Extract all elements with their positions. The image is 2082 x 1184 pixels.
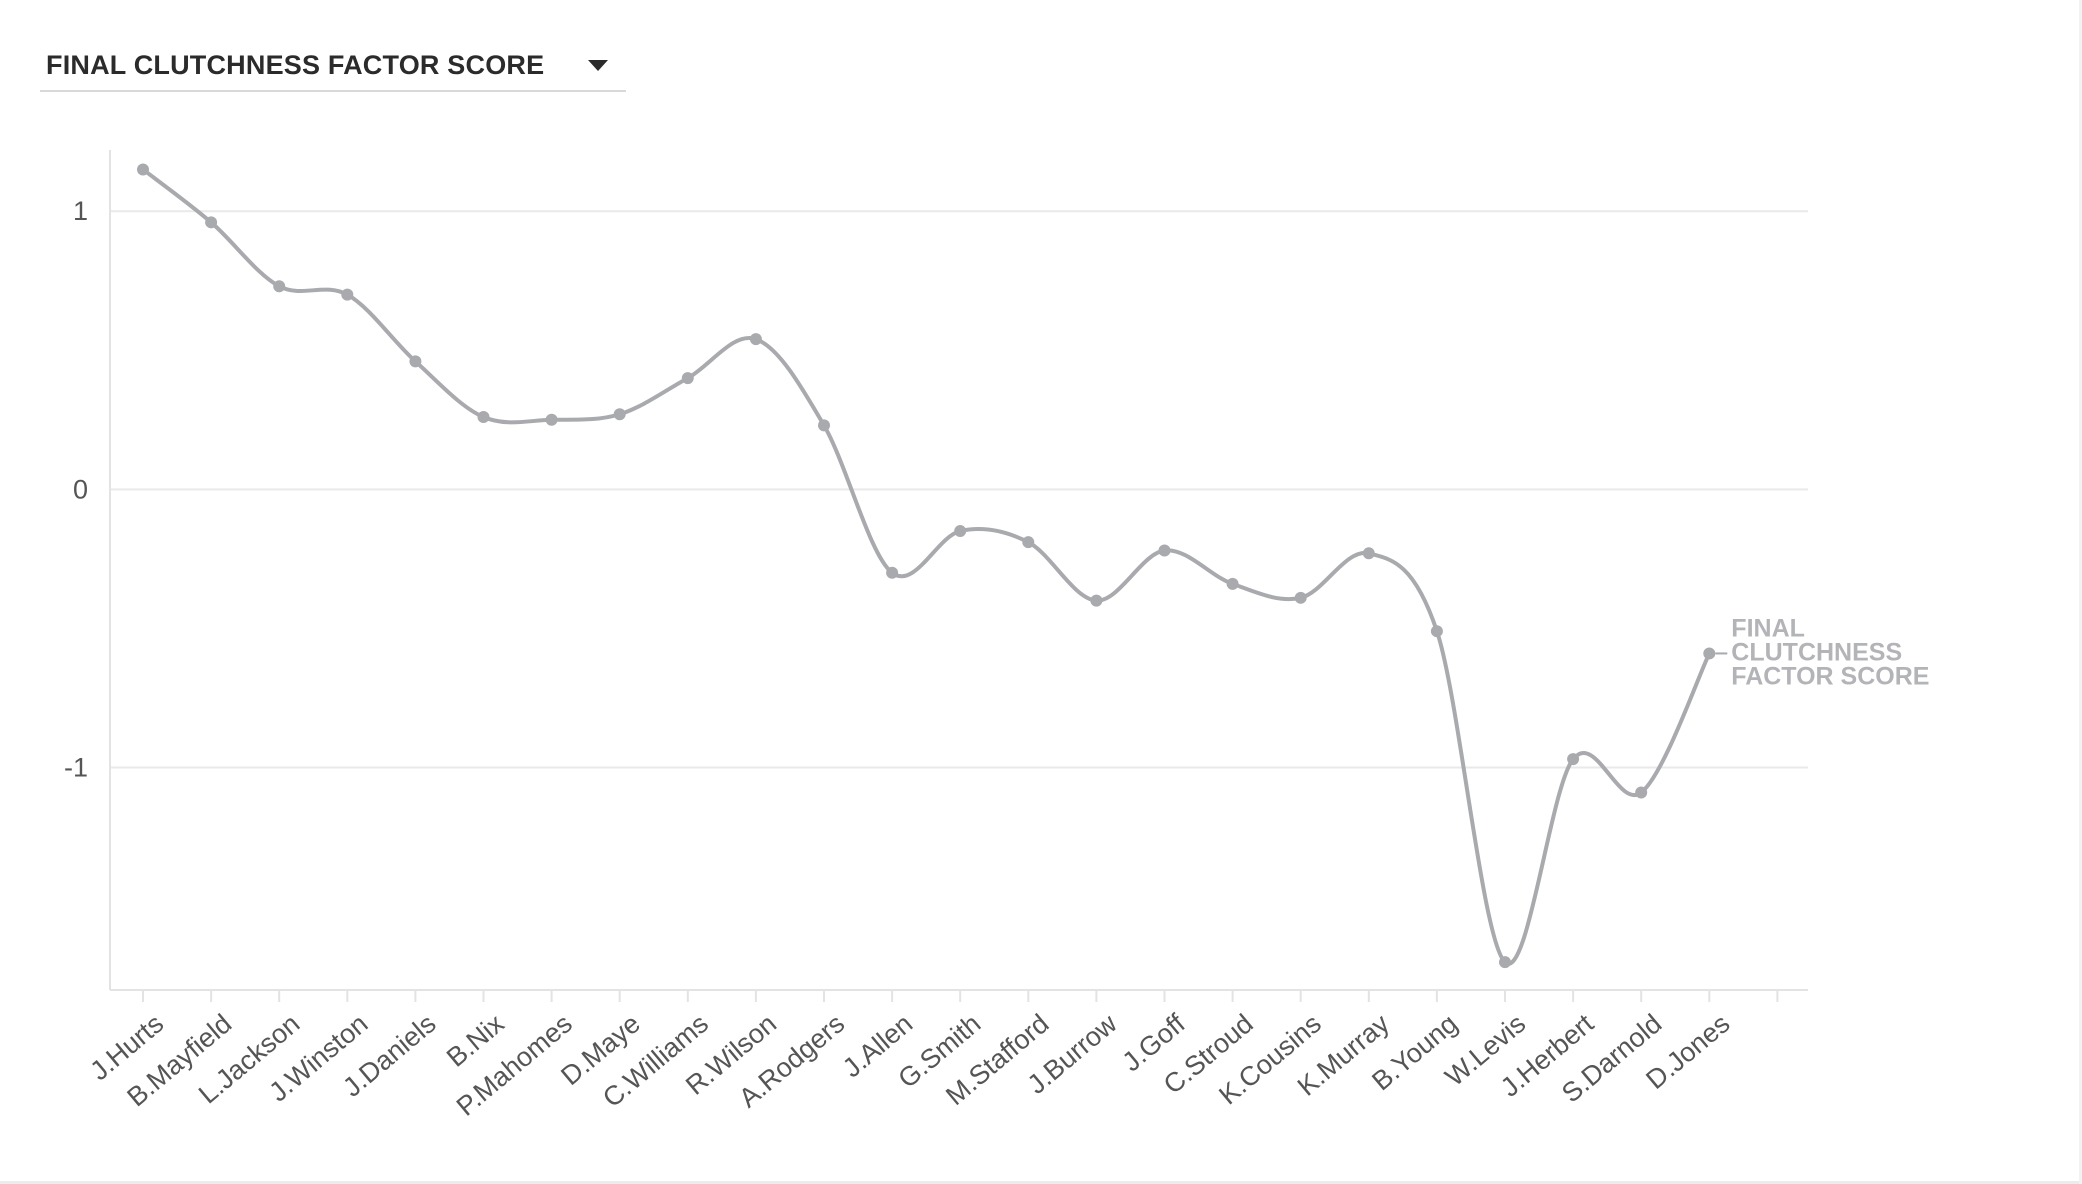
data-point[interactable] (1226, 577, 1239, 590)
y-tick-label: 1 (73, 196, 88, 226)
data-point[interactable] (886, 566, 899, 579)
data-point[interactable] (137, 163, 149, 176)
data-point[interactable] (1499, 956, 1511, 969)
caret-down-icon[interactable] (588, 60, 608, 71)
data-point[interactable] (954, 525, 967, 538)
grid-lines (110, 210, 1808, 769)
data-point[interactable] (273, 280, 286, 293)
data-point[interactable] (1294, 591, 1307, 604)
data-point[interactable] (1362, 547, 1375, 560)
data-point[interactable] (613, 408, 626, 421)
data-point[interactable] (341, 288, 354, 301)
data-point[interactable] (681, 372, 694, 385)
series-label: FACTOR SCORE (1731, 662, 1929, 690)
data-point[interactable] (1022, 536, 1035, 549)
data-point[interactable] (1430, 625, 1443, 638)
measure-dropdown[interactable]: FINAL CLUTCHNESS FACTOR SCORE (40, 44, 626, 92)
data-point[interactable] (1567, 753, 1580, 766)
axes (109, 150, 1808, 1002)
data-point[interactable] (205, 216, 218, 229)
data-point[interactable] (749, 333, 762, 346)
data-point[interactable] (818, 419, 830, 432)
data-point[interactable] (1635, 786, 1648, 799)
data-point[interactable] (409, 355, 422, 368)
data-point[interactable] (1158, 544, 1171, 557)
data-point[interactable] (1703, 647, 1716, 660)
data-point[interactable] (477, 411, 490, 424)
y-tick-label: -1 (64, 752, 88, 782)
data-point[interactable] (545, 413, 558, 426)
tick-labels: 10-1J.HurtsB.MayfieldL.JacksonJ.WinstonJ… (64, 196, 1929, 1121)
series-label: FINAL (1731, 614, 1805, 642)
measure-dropdown-label: FINAL CLUTCHNESS FACTOR SCORE (46, 50, 545, 80)
series-label: CLUTCHNESS (1731, 638, 1902, 666)
series-line (141, 167, 1712, 966)
data-point[interactable] (1090, 594, 1103, 607)
series-layer (137, 163, 1728, 969)
right-divider (2079, 0, 2082, 1184)
bottom-divider (0, 1181, 2082, 1184)
y-tick-label: 0 (73, 474, 88, 504)
